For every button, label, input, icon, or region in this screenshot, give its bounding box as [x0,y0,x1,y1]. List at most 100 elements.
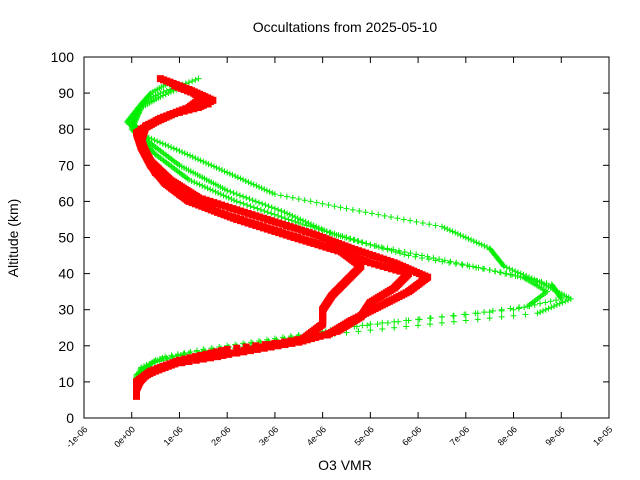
data-point-square [334,247,342,255]
data-point-plus [281,209,288,216]
data-point-plus [508,271,515,278]
data-point-plus [450,312,457,319]
data-point-plus [196,181,203,188]
data-point-plus [478,241,485,248]
data-point-plus [189,153,196,160]
data-point-square [379,262,387,270]
data-point-plus [162,141,169,148]
data-point-plus [275,212,282,219]
data-point-plus [319,200,326,207]
data-point-plus [441,257,448,264]
data-point-plus [269,189,276,196]
data-point-square [256,343,264,351]
data-point-plus [210,163,217,170]
data-point-plus [489,307,496,314]
data-point-plus [430,254,437,261]
data-point-plus [212,188,219,195]
data-point-plus [246,195,253,202]
data-point-plus [548,304,555,311]
data-point-square [314,241,322,249]
data-point-plus [337,204,344,211]
data-point-square [298,226,306,234]
data-point-plus [415,322,422,329]
data-point-plus [165,143,172,150]
data-point-plus [268,210,275,217]
data-point-plus [559,299,566,306]
data-point-square [279,220,287,228]
data-point-plus [148,135,155,142]
data-point-plus [278,208,285,215]
data-point-square [240,347,248,355]
data-point-plus [362,209,369,216]
data-point-plus [516,304,523,311]
data-point-plus [265,203,272,210]
data-point-plus [394,215,401,222]
data-point-plus [297,216,304,223]
data-point-square [275,229,283,237]
data-point-plus [218,167,225,174]
data-point-square [302,237,310,245]
data-point-plus [375,211,382,218]
data-point-square [286,232,294,240]
data-point-plus [450,318,457,325]
data-point-square [259,224,267,232]
data-point-plus [195,156,202,163]
data-point-plus [426,221,433,228]
data-point-square [192,356,200,364]
data-point-square [195,194,203,202]
data-point-plus [208,162,215,169]
data-point-plus [162,91,169,98]
data-point-plus [187,152,194,159]
data-point-plus [503,270,510,277]
data-point-square [309,333,317,341]
y-tick-label: 80 [58,121,74,137]
data-point-plus [452,229,459,236]
data-point-plus [405,317,412,324]
data-point-square [396,267,404,275]
data-point-plus [468,236,475,243]
data-point-plus [486,315,493,322]
data-point-plus [217,191,224,198]
data-point-plus [436,256,443,263]
data-point-square [186,354,194,362]
data-point-square [379,255,387,263]
data-point-square [280,338,288,346]
data-point-plus [373,242,380,249]
data-point-plus [186,79,192,86]
data-point-plus [379,325,386,332]
data-point-plus [413,251,420,258]
data-point-square [301,227,309,235]
data-point-plus [510,312,517,319]
data-point-square [330,246,338,254]
data-point-square [388,265,396,273]
data-point-plus [547,298,554,305]
data-point-square [214,200,222,208]
data-point-plus [545,305,552,312]
data-point-plus [453,259,460,266]
data-point-plus [432,222,439,229]
chart-title: Occultations from 2025-05-10 [253,19,438,35]
data-point-plus [261,186,268,193]
data-point-plus [391,324,398,331]
data-point-plus [325,202,332,209]
data-point-plus [193,180,200,187]
data-point-plus [438,313,445,320]
data-point-plus [461,311,468,318]
data-point-plus [281,215,288,222]
data-point-plus [339,233,346,240]
data-point-plus [469,263,476,270]
data-point-plus [284,210,291,217]
data-point-plus [381,212,388,219]
data-point-plus [216,165,223,172]
data-point-square [316,332,324,340]
data-point-square [259,214,267,222]
data-point-square [185,357,193,365]
data-point-plus [444,226,451,233]
data-point-plus [449,228,456,235]
data-point-plus [240,176,247,183]
data-point-plus [401,248,408,255]
data-point-square [387,258,395,266]
data-point-square [376,254,384,262]
data-point-square [267,226,275,234]
data-point-square [298,236,306,244]
